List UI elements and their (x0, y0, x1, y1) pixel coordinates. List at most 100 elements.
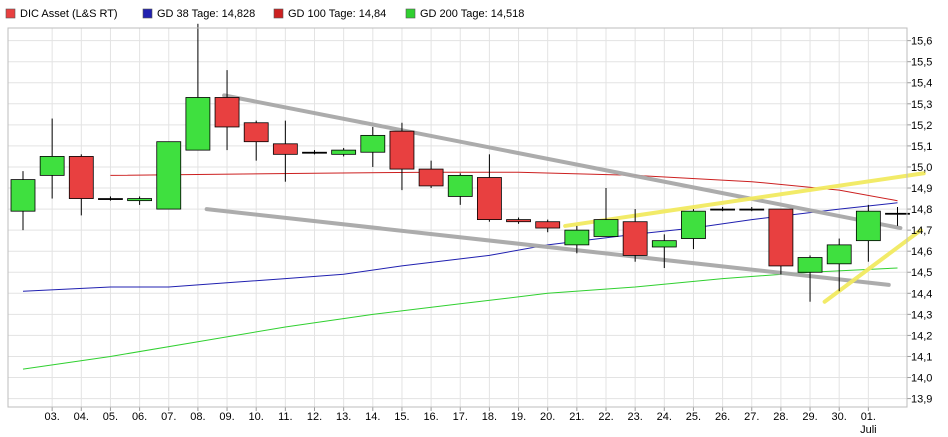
legend-label: DIC Asset (L&S RT) (20, 8, 118, 20)
candle (768, 208, 794, 275)
y-tick-label: 15,3 (911, 99, 932, 111)
candle-body (885, 212, 910, 215)
x-tick-label: 06. (132, 411, 147, 423)
x-tick-label: 25. (686, 411, 701, 423)
trend-lines (204, 93, 926, 304)
legend-swatch (5, 8, 16, 19)
candle (593, 188, 619, 237)
x-tick-label: 22. (598, 411, 613, 423)
candle (156, 141, 182, 210)
y-tick-label: 15,0 (911, 162, 932, 174)
x-tick-label: 18. (482, 411, 497, 423)
candle (214, 70, 240, 151)
legend-item: DIC Asset (L&S RT) (5, 8, 118, 20)
candles (10, 23, 910, 302)
candle-body (127, 198, 152, 202)
legend-label: GD 200 Tage: 14,518 (420, 8, 524, 20)
candle (418, 160, 444, 189)
legend-swatch (142, 8, 153, 19)
candle-body (622, 221, 648, 256)
candle-body (10, 179, 36, 212)
candle (476, 154, 502, 222)
x-tick-label: 15. (394, 411, 409, 423)
candle-body (797, 257, 823, 273)
candle-body (593, 219, 619, 237)
candle-body (447, 174, 473, 197)
legend-swatch (273, 8, 284, 19)
legend-item: GD 38 Tage: 14,828 (142, 8, 255, 20)
x-tick-label: 17. (453, 411, 468, 423)
legend-item: GD 200 Tage: 14,518 (405, 8, 524, 20)
y-tick-label: 14,6 (911, 246, 932, 258)
candle-body (98, 198, 123, 200)
legend-item: GD 100 Tage: 14,84 (273, 8, 386, 20)
trend-line (222, 93, 903, 231)
x-tick-label: 21. (569, 411, 584, 423)
x-tick-label: 10. (249, 411, 264, 423)
candle (622, 209, 648, 262)
candle (855, 204, 881, 262)
x-tick-label: 09. (219, 411, 234, 423)
x-tick-label: 14. (365, 411, 380, 423)
candle-body (156, 141, 182, 210)
candle (826, 238, 852, 292)
candle (389, 122, 415, 191)
x-tick-label: 12. (307, 411, 322, 423)
candle-body (651, 240, 677, 248)
candle (447, 173, 473, 205)
y-tick-label: 15,6 (911, 36, 932, 48)
candle (651, 234, 677, 269)
candle (10, 171, 36, 231)
candle-body (68, 156, 94, 199)
candle (885, 206, 910, 226)
x-tick-label: 03. (45, 411, 60, 423)
y-tick-label: 13,9 (911, 394, 932, 406)
y-tick-label: 15,4 (911, 78, 932, 90)
x-tick-label: 20. (540, 411, 555, 423)
plot-frame (7, 27, 908, 408)
candle (185, 23, 211, 151)
candle-body (826, 244, 852, 265)
candle (39, 118, 65, 199)
y-tick-label: 14,4 (911, 288, 932, 300)
chart-legend: DIC Asset (L&S RT) GD 38 Tage: 14,828 GD 1… (5, 8, 524, 20)
candle (127, 196, 152, 205)
x-tick-label: 13. (336, 411, 351, 423)
candle-body (214, 97, 240, 128)
candle (243, 120, 269, 161)
candle (331, 148, 357, 157)
trend-line (822, 228, 923, 304)
legend-label: GD 100 Tage: 14,84 (288, 8, 386, 20)
candle-body (855, 210, 881, 242)
x-tick-label: 05. (103, 411, 118, 423)
candle (797, 255, 823, 302)
x-tick-label: 24. (657, 411, 672, 423)
candle-body (681, 210, 706, 239)
candle (360, 126, 386, 167)
x-axis: 03. 04. 05. 06. 07. 08. 09. 10. 11. 12. 13. 14. 15. 1… (45, 407, 877, 436)
candle (68, 154, 94, 216)
x-tick-label: 27. (744, 411, 759, 423)
x-tick-label: 23. (628, 411, 643, 423)
candle-body (185, 97, 211, 151)
candle-body (331, 149, 357, 155)
legend-label: GD 38 Tage: 14,828 (157, 8, 255, 20)
y-tick-label: 14,7 (911, 225, 932, 237)
candle (739, 206, 765, 212)
y-tick-label: 14,5 (911, 267, 932, 279)
candle-body (243, 122, 269, 143)
x-tick-label: 08. (190, 411, 205, 423)
candle-body (39, 156, 65, 176)
candle-body (476, 177, 502, 221)
y-tick-label: 14,8 (911, 204, 932, 216)
x-tick-label: 01. (861, 411, 876, 423)
candle (564, 225, 590, 254)
x-tick-label: 07. (161, 411, 176, 423)
candle-body (535, 221, 561, 229)
y-tick-label: 15,2 (911, 120, 932, 132)
moving-average-line (22, 267, 898, 370)
candle (535, 219, 561, 233)
x-tick-label: 30. (832, 411, 847, 423)
candle-body (302, 151, 327, 154)
